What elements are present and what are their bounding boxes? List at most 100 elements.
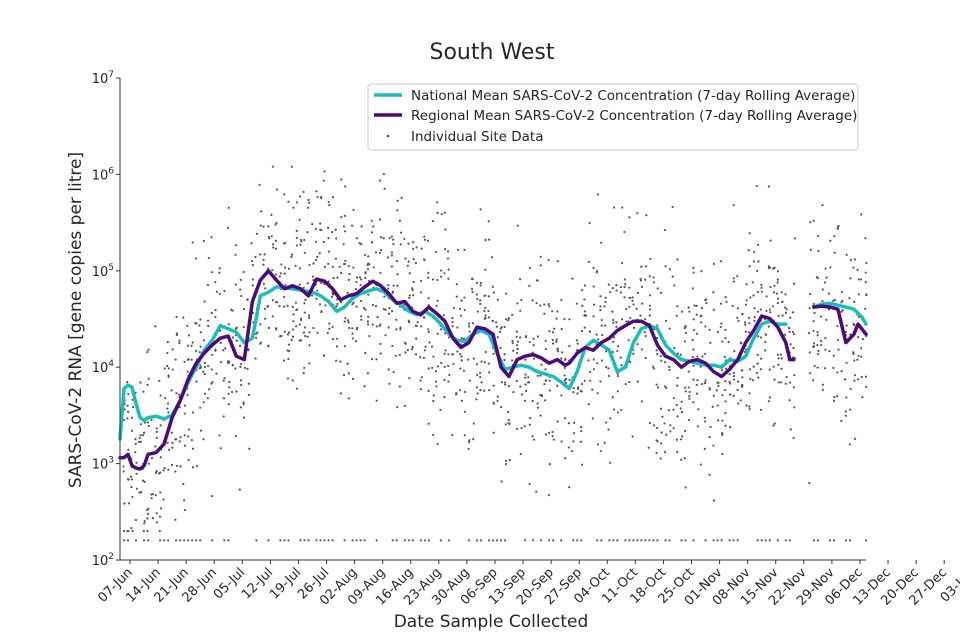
site-point [684,429,687,432]
site-point [845,253,848,256]
site-point [246,298,249,301]
site-point [711,405,714,408]
site-point [864,375,868,378]
site-point [712,308,715,311]
site-point [743,321,747,324]
site-point-floor [523,539,527,542]
site-point [406,264,409,267]
site-point [857,278,860,281]
site-point [174,438,177,441]
site-point [130,526,133,530]
site-point [573,421,576,424]
site-point [423,235,426,238]
site-point [785,308,788,311]
site-point [354,288,358,291]
site-point [723,388,727,392]
site-point-floor [680,539,683,542]
site-point [836,324,839,328]
site-point [556,384,559,387]
site-point [769,239,772,242]
site-point [518,278,522,281]
site-point [708,328,711,331]
site-point-floor [624,539,627,542]
site-point [336,337,339,340]
site-point [264,317,267,320]
site-point [687,370,690,373]
site-point [302,331,305,334]
site-point [704,325,707,328]
site-point [861,338,864,341]
site-point [599,309,602,312]
site-point [768,266,771,270]
site-point [348,272,351,276]
site-point [757,376,760,379]
site-point [492,352,495,355]
site-point [777,363,780,366]
site-point [308,362,311,365]
site-point [709,341,712,344]
site-point-floor [832,539,836,542]
site-point [280,263,283,266]
site-point [631,299,634,302]
site-point [146,350,149,354]
site-point [183,499,186,502]
site-point [306,282,309,285]
site-point [150,418,153,422]
site-point [327,200,330,204]
site-point [398,385,401,388]
site-point [496,399,499,403]
site-point [182,316,185,319]
site-point [588,330,591,333]
site-point [757,243,760,246]
site-point [328,203,331,207]
site-point [427,367,430,370]
site-point [576,342,579,345]
site-point [747,249,750,252]
site-point [772,424,775,427]
site-point [222,415,225,418]
site-point [431,220,434,223]
site-point [127,410,130,413]
site-point [764,340,767,344]
site-point [628,286,631,289]
site-point [228,386,231,389]
site-point [684,390,687,393]
site-point [234,367,237,370]
site-point [406,349,409,352]
site-point [589,379,592,382]
site-point [865,385,868,388]
site-point [631,296,634,299]
site-point [139,423,143,426]
site-point [539,264,542,267]
site-point [239,362,243,366]
site-point [669,424,672,427]
site-point [684,486,687,489]
site-point [231,309,234,312]
site-point [127,502,131,505]
site-point [210,236,213,239]
national-mean-line [118,285,788,441]
site-point [560,394,563,397]
site-point [652,424,656,427]
site-point [443,211,446,214]
site-point [210,368,213,371]
site-point [700,382,704,386]
site-point [435,250,438,253]
site-point [412,294,415,297]
site-point [290,253,294,256]
site-point [194,257,197,260]
site-point [748,232,751,235]
site-point [224,347,227,350]
site-point-floor [612,539,615,542]
site-point [432,355,435,358]
site-point [403,237,406,240]
site-point [322,354,325,357]
site-point [743,350,746,354]
site-point [159,424,162,427]
site-point [652,281,656,284]
site-point [434,370,438,373]
site-point [284,284,287,287]
site-point [154,325,157,328]
site-point [808,481,811,485]
site-point [391,290,394,293]
